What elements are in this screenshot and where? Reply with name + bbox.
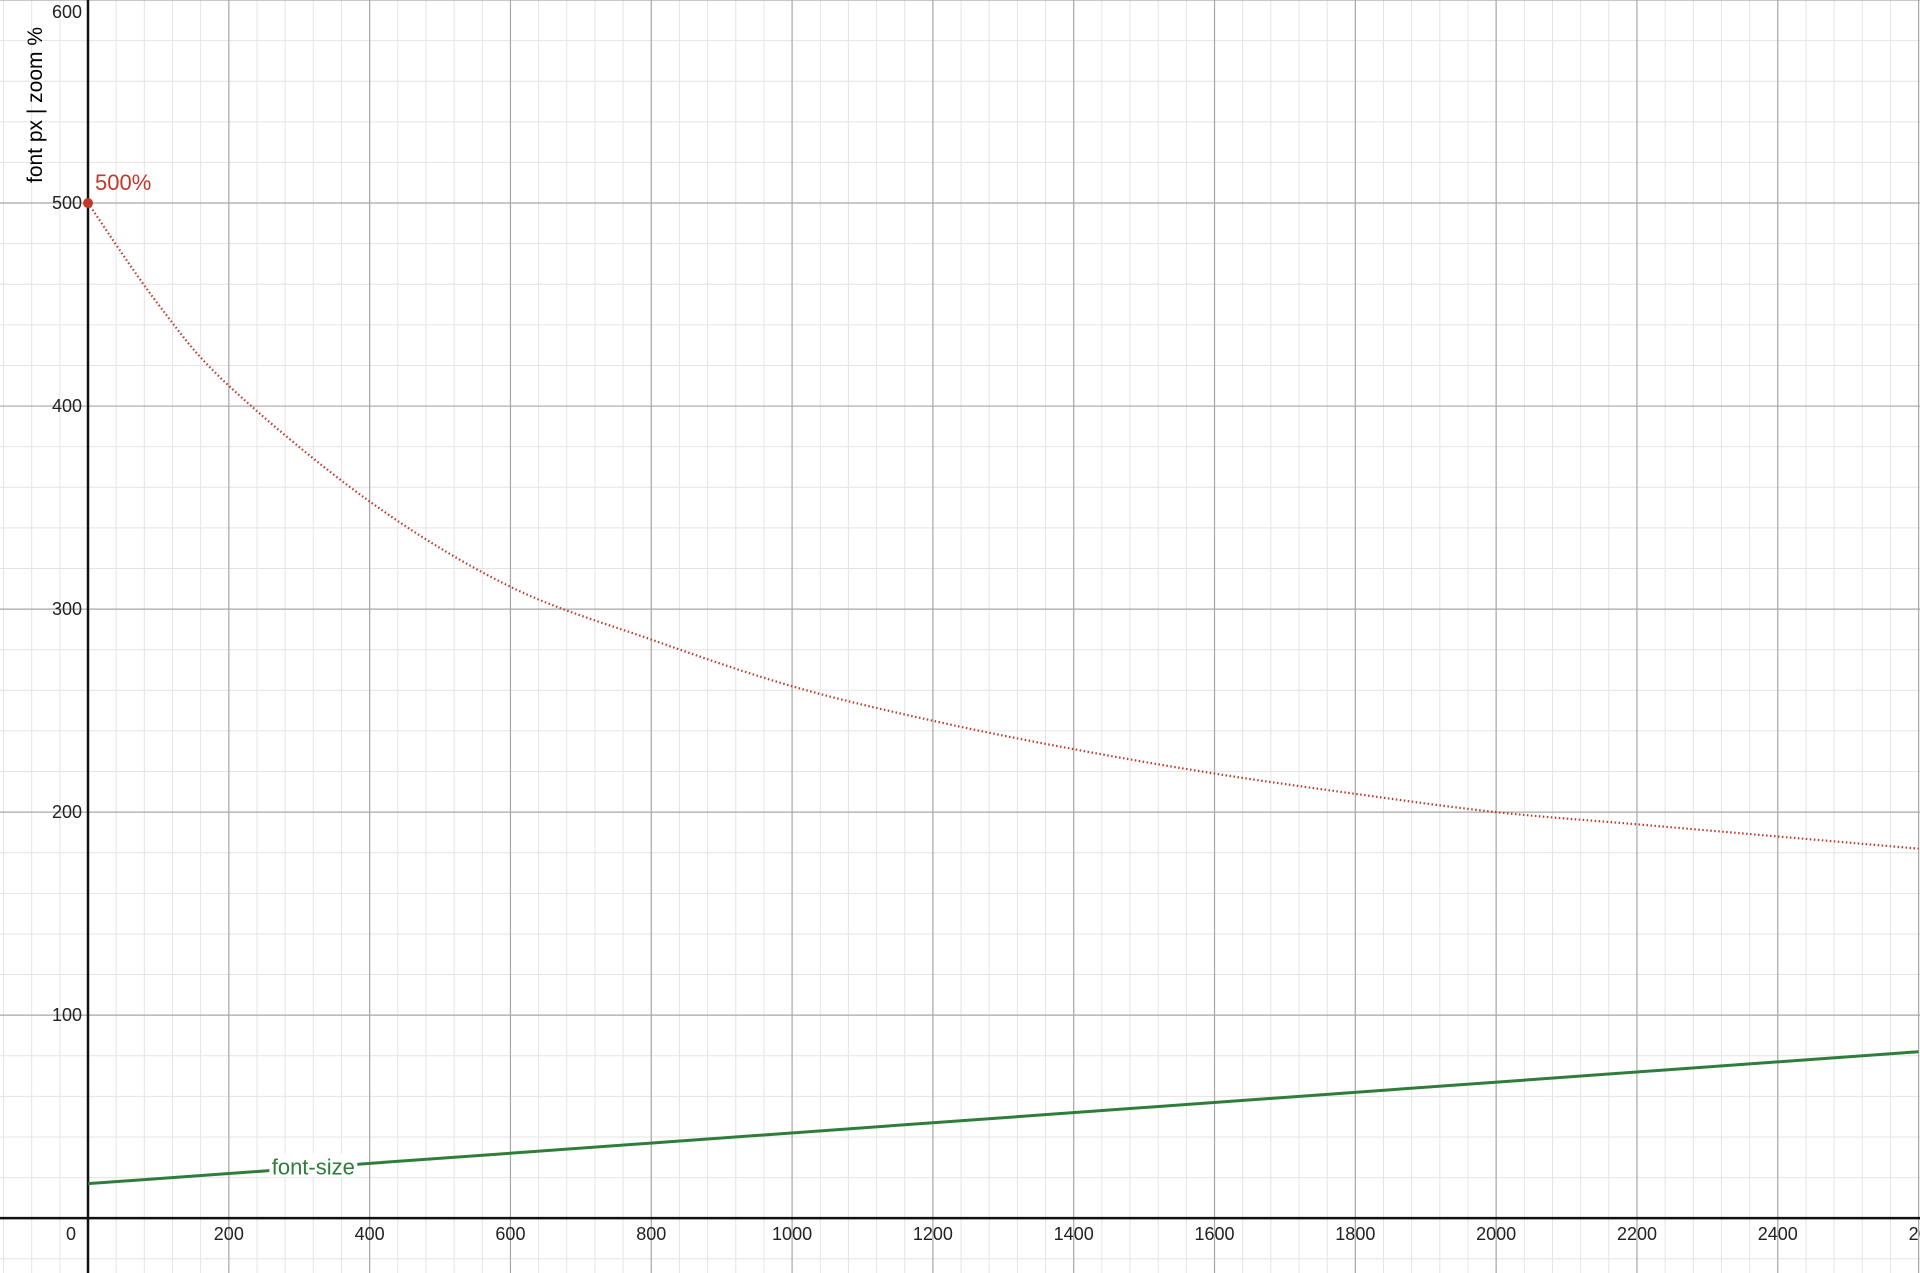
x-tick-label: 800 (636, 1224, 666, 1244)
x-tick-label: 1000 (772, 1224, 812, 1244)
x-tick-label: 2400 (1758, 1224, 1798, 1244)
series (87, 202, 1919, 1186)
y-tick-label: 200 (52, 802, 82, 822)
font-size-line (87, 1050, 1919, 1186)
series-label: font-size (272, 1154, 355, 1179)
y-tick-label: 100 (52, 1005, 82, 1025)
x-tick-label: 26 (1909, 1224, 1920, 1244)
y-tick-label: 600 (52, 2, 82, 22)
x-tick-label: 1400 (1054, 1224, 1094, 1244)
y-axis-label: font px | zoom % (24, 27, 47, 183)
x-tick-label: 1600 (1194, 1224, 1234, 1244)
x-tick-label: 2200 (1617, 1224, 1657, 1244)
x-tick-label: 1200 (913, 1224, 953, 1244)
x-tick-label: 0 (66, 1224, 76, 1244)
x-tick-label: 1800 (1335, 1224, 1375, 1244)
annotations: 500% font-size (83, 170, 358, 1179)
y-tick-label: 300 (52, 599, 82, 619)
y-tick-label: 400 (52, 396, 82, 416)
zoom-percent-curve (87, 202, 1919, 850)
x-tick-label: 2000 (1476, 1224, 1516, 1244)
y-tick-label: 500 (52, 193, 82, 213)
point-label: 500% (95, 170, 151, 195)
tick-labels: 0 200 400 600 800 1000 1200 1400 1600 1800 2000 220… (52, 2, 1920, 1244)
series-label-bg (269, 1153, 358, 1178)
x-tick-label: 200 (214, 1224, 244, 1244)
x-tick-label: 600 (495, 1224, 525, 1244)
zoom-start-point (83, 198, 94, 209)
x-tick-label: 400 (355, 1224, 385, 1244)
